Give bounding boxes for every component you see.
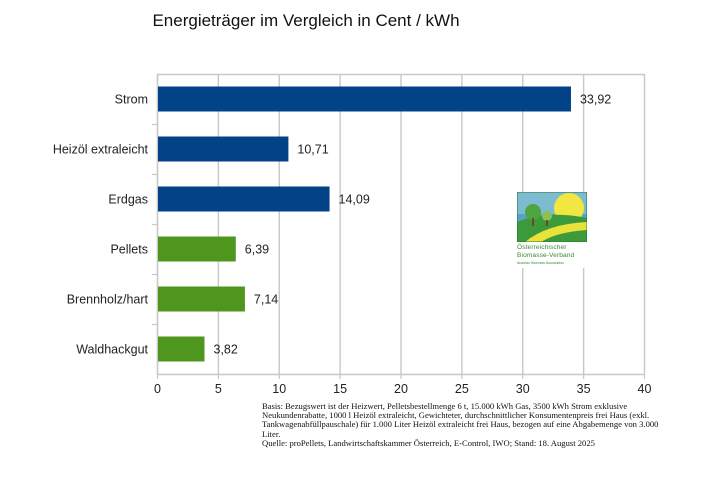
logo-text-line2: Biomasse-Verband bbox=[517, 252, 575, 259]
category-label-pellets: Pellets bbox=[110, 243, 148, 257]
x-tick-label-40: 40 bbox=[638, 382, 652, 396]
value-label-waldhackgut: 3,82 bbox=[214, 343, 238, 357]
category-label-erdgas: Erdgas bbox=[108, 193, 148, 207]
category-label-brennholz-hart: Brennholz/hart bbox=[67, 293, 149, 307]
category-label-strom: Strom bbox=[115, 93, 148, 107]
bar-heiz-l-extraleicht bbox=[158, 136, 289, 162]
x-tick-label-30: 30 bbox=[516, 382, 530, 396]
logo-text-line3: Austrian Biomass Association bbox=[517, 261, 565, 265]
bar-pellets bbox=[158, 236, 236, 262]
x-tick-label-5: 5 bbox=[215, 382, 222, 396]
logo-landscape-icon bbox=[517, 192, 587, 242]
value-label-erdgas: 14,09 bbox=[339, 193, 370, 207]
bar-strom bbox=[158, 86, 571, 112]
chart-title: Energieträger im Vergleich in Cent / kWh bbox=[152, 11, 460, 30]
category-label-heiz-l-extraleicht: Heizöl extraleicht bbox=[53, 143, 149, 157]
x-tick-label-35: 35 bbox=[577, 382, 591, 396]
x-tick-label-0: 0 bbox=[154, 382, 161, 396]
footnote-basis: Basis: Bezugswert ist der Heizwert, Pell… bbox=[262, 401, 659, 439]
value-label-pellets: 6,39 bbox=[245, 243, 269, 257]
footnote: Basis: Bezugswert ist der Heizwert, Pell… bbox=[262, 401, 662, 448]
gridlines bbox=[152, 73, 646, 379]
x-tick-label-15: 15 bbox=[333, 382, 347, 396]
bar-erdgas bbox=[158, 186, 330, 212]
footnote-source: Quelle: proPellets, Landwirtschaftskamme… bbox=[262, 437, 595, 448]
category-label-waldhackgut: Waldhackgut bbox=[76, 343, 148, 357]
biomasse-verband-logo: Österreichischer Biomasse-Verband Austri… bbox=[515, 192, 589, 268]
bars bbox=[158, 86, 571, 362]
value-label-heiz-l-extraleicht: 10,71 bbox=[297, 143, 328, 157]
bar-waldhackgut bbox=[158, 336, 205, 362]
x-tick-label-10: 10 bbox=[272, 382, 286, 396]
bar-brennholz-hart bbox=[158, 286, 245, 312]
labels: 0 5 10 15 20 25 30 35 40 Strom 33,92 Heizöl extrale… bbox=[53, 93, 652, 397]
logo-text-line1: Österreichischer bbox=[517, 244, 567, 251]
value-label-brennholz-hart: 7,14 bbox=[254, 293, 278, 307]
value-label-strom: 33,92 bbox=[580, 93, 611, 107]
x-tick-label-25: 25 bbox=[455, 382, 469, 396]
x-tick-label-20: 20 bbox=[394, 382, 408, 396]
